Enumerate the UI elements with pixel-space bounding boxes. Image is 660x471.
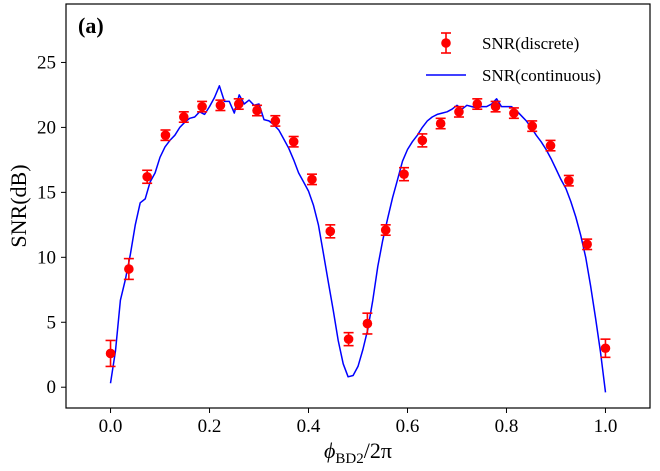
discrete-point xyxy=(545,139,556,152)
y-tick-label: 25 xyxy=(37,52,56,73)
discrete-series xyxy=(105,98,611,368)
point-marker xyxy=(380,225,391,235)
discrete-point xyxy=(105,339,116,368)
discrete-point xyxy=(563,174,574,187)
x-tick-label: 0.2 xyxy=(198,416,222,437)
discrete-point xyxy=(288,135,299,148)
y-tick-label: 5 xyxy=(47,312,57,333)
discrete-point xyxy=(399,166,410,182)
discrete-point xyxy=(343,331,354,347)
discrete-point xyxy=(252,104,263,117)
point-marker xyxy=(124,264,134,274)
discrete-point xyxy=(453,105,464,118)
point-marker xyxy=(215,100,226,111)
x-label-phi: ϕ xyxy=(324,438,335,463)
discrete-point xyxy=(325,224,336,239)
discrete-point xyxy=(215,99,226,112)
plot-frame xyxy=(65,3,651,409)
discrete-point xyxy=(142,169,153,185)
point-marker xyxy=(105,348,116,359)
x-axis-label: ϕBD2/2π xyxy=(324,438,392,467)
discrete-point xyxy=(582,238,593,251)
point-marker xyxy=(435,118,446,129)
discrete-point xyxy=(233,98,244,111)
y-axis-label: SNR(dB) xyxy=(6,164,31,247)
panel-label: (a) xyxy=(78,13,104,38)
discrete-point xyxy=(527,120,538,133)
continuous-series xyxy=(109,85,607,393)
point-marker xyxy=(252,105,262,116)
point-marker xyxy=(490,101,501,112)
point-marker xyxy=(454,107,464,117)
discrete-point xyxy=(380,224,391,237)
y-tick-label: 0 xyxy=(47,377,57,398)
point-marker xyxy=(197,101,207,112)
x-label-subscript: BD2 xyxy=(335,451,363,467)
legend: SNR(discrete) SNR(continuous) xyxy=(426,32,601,85)
discrete-point xyxy=(508,107,519,120)
point-marker xyxy=(472,99,483,109)
point-marker xyxy=(399,169,409,179)
snr-continuous-line xyxy=(109,85,607,393)
x-tick-label: 0.4 xyxy=(297,416,321,437)
legend-continuous-label: SNR(continuous) xyxy=(482,66,601,85)
discrete-point xyxy=(197,100,208,113)
point-marker xyxy=(362,318,373,329)
point-marker xyxy=(509,108,519,118)
x-tick-label: 1.0 xyxy=(594,416,618,437)
point-marker xyxy=(307,174,317,185)
point-marker xyxy=(564,175,574,186)
y-axis-ticks: 0 5 10 15 20 25 xyxy=(37,52,66,398)
point-marker xyxy=(288,136,299,147)
point-marker xyxy=(600,343,611,354)
point-marker xyxy=(142,171,152,182)
discrete-point xyxy=(417,133,428,148)
discrete-point xyxy=(435,117,446,130)
discrete-point xyxy=(178,111,189,124)
x-label-suffix: /2π xyxy=(364,438,392,463)
y-tick-label: 10 xyxy=(37,247,56,268)
point-marker xyxy=(343,334,354,344)
point-marker xyxy=(160,130,171,141)
point-marker xyxy=(325,226,336,237)
y-tick-label: 20 xyxy=(37,117,56,138)
discrete-point xyxy=(600,338,611,359)
x-tick-label: 0.0 xyxy=(99,416,123,437)
point-marker xyxy=(270,116,281,126)
discrete-point xyxy=(123,257,134,281)
point-marker xyxy=(545,140,556,151)
discrete-point xyxy=(362,312,373,335)
point-marker xyxy=(582,239,592,250)
point-marker xyxy=(417,135,428,146)
discrete-point xyxy=(472,98,483,111)
point-marker xyxy=(233,99,244,109)
discrete-point xyxy=(306,173,317,186)
x-tick-label: 0.6 xyxy=(396,416,420,437)
x-axis-ticks: 0.0 0.2 0.4 0.6 0.8 1.0 xyxy=(99,408,618,437)
discrete-point xyxy=(270,114,281,127)
point-marker xyxy=(178,112,189,122)
discrete-point xyxy=(160,129,171,142)
x-tick-label: 0.8 xyxy=(495,416,519,437)
discrete-point xyxy=(490,100,501,113)
y-tick-label: 15 xyxy=(37,182,56,203)
legend-discrete-label: SNR(discrete) xyxy=(482,34,579,53)
legend-discrete-marker xyxy=(441,32,451,54)
point-marker xyxy=(527,121,538,131)
